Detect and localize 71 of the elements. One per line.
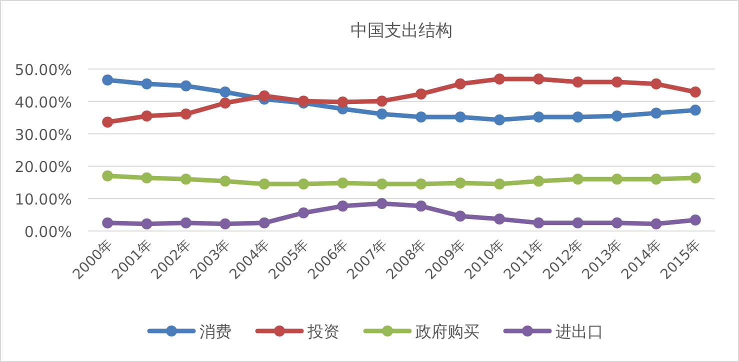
point bbox=[650, 218, 662, 230]
y-tick-label: 10.00% bbox=[14, 190, 72, 209]
point bbox=[141, 110, 152, 122]
point bbox=[650, 174, 662, 185]
point bbox=[612, 76, 623, 88]
point bbox=[572, 111, 584, 122]
point bbox=[416, 178, 427, 190]
point bbox=[298, 178, 310, 190]
point bbox=[258, 178, 270, 190]
point bbox=[220, 98, 231, 109]
point bbox=[690, 86, 701, 98]
point bbox=[337, 96, 348, 108]
y-tick-label: 20.00% bbox=[14, 158, 72, 176]
point bbox=[180, 80, 192, 92]
point bbox=[454, 78, 466, 90]
y-tick-label: 30.00% bbox=[14, 126, 72, 144]
point bbox=[533, 217, 544, 228]
point bbox=[650, 78, 662, 90]
point bbox=[494, 214, 505, 225]
point bbox=[258, 217, 270, 228]
point bbox=[572, 76, 584, 88]
legend-label: 投资 bbox=[306, 322, 340, 341]
point bbox=[220, 218, 231, 230]
point bbox=[376, 96, 388, 107]
point bbox=[494, 114, 505, 126]
point bbox=[494, 178, 505, 190]
legend-label: 消费 bbox=[200, 322, 232, 341]
y-tick-label: 0.00% bbox=[24, 223, 72, 241]
point bbox=[102, 170, 114, 182]
point bbox=[454, 210, 466, 222]
point bbox=[258, 90, 270, 102]
point bbox=[337, 200, 348, 212]
point bbox=[494, 74, 505, 85]
point bbox=[650, 108, 662, 119]
y-tick-label: 40.00% bbox=[14, 93, 72, 112]
point bbox=[141, 78, 152, 90]
point bbox=[533, 74, 544, 85]
point bbox=[376, 198, 388, 209]
point bbox=[298, 207, 310, 218]
point bbox=[416, 111, 427, 122]
point bbox=[572, 217, 584, 228]
chart-title: 中国支出结构 bbox=[350, 21, 452, 41]
point bbox=[690, 172, 701, 184]
point bbox=[416, 200, 427, 212]
point bbox=[180, 174, 192, 185]
point bbox=[220, 176, 231, 187]
point bbox=[572, 174, 584, 185]
point bbox=[376, 108, 388, 120]
point bbox=[337, 178, 348, 189]
point bbox=[102, 217, 114, 228]
point bbox=[690, 104, 701, 116]
point bbox=[180, 217, 192, 228]
point bbox=[141, 218, 152, 230]
point bbox=[416, 88, 427, 100]
point bbox=[102, 74, 114, 86]
point bbox=[454, 178, 466, 189]
point bbox=[141, 172, 152, 184]
legend-label: 政府购买 bbox=[416, 322, 480, 341]
point bbox=[376, 178, 388, 190]
point bbox=[533, 111, 544, 122]
point bbox=[180, 108, 192, 120]
point bbox=[690, 214, 701, 226]
point bbox=[612, 174, 623, 185]
legend-label: 进出口 bbox=[556, 322, 604, 341]
point bbox=[102, 116, 114, 128]
point bbox=[612, 217, 623, 228]
y-tick-label: 50.00% bbox=[14, 61, 72, 79]
point bbox=[220, 86, 231, 98]
point bbox=[612, 110, 623, 122]
point bbox=[454, 111, 466, 122]
point bbox=[533, 176, 544, 187]
